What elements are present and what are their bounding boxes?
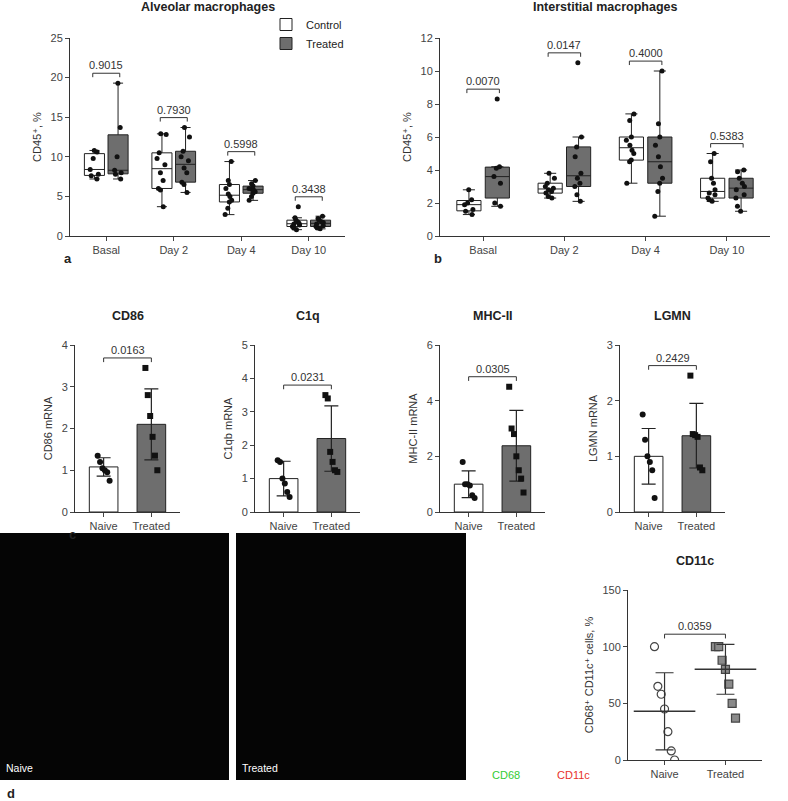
svg-text:3: 3 — [607, 339, 613, 351]
svg-text:a: a — [64, 251, 72, 266]
svg-text:1: 1 — [242, 472, 248, 484]
svg-text:Treated: Treated — [242, 762, 278, 774]
svg-text:Day 4: Day 4 — [631, 244, 660, 256]
svg-text:50: 50 — [609, 697, 621, 709]
svg-text:0: 0 — [427, 506, 433, 518]
svg-text:CD45⁺, %: CD45⁺, % — [401, 112, 413, 162]
svg-text:Naive: Naive — [6, 762, 33, 774]
svg-text:LGMN mRNA: LGMN mRNA — [587, 394, 599, 462]
svg-text:15: 15 — [51, 111, 63, 123]
svg-text:CD11c: CD11c — [557, 769, 590, 781]
svg-text:20: 20 — [51, 71, 63, 83]
svg-text:2: 2 — [427, 197, 433, 209]
svg-text:2: 2 — [427, 450, 433, 462]
svg-text:MHC-II: MHC-II — [473, 309, 513, 323]
svg-text:0.0359: 0.0359 — [678, 620, 712, 632]
svg-text:Basal: Basal — [92, 244, 120, 256]
svg-text:Day 10: Day 10 — [291, 244, 326, 256]
svg-text:Naive: Naive — [90, 520, 118, 532]
svg-text:b: b — [434, 251, 442, 266]
svg-text:0.0305: 0.0305 — [476, 363, 510, 375]
svg-text:Interstitial macrophages: Interstitial macrophages — [533, 0, 678, 14]
svg-text:150: 150 — [602, 584, 620, 596]
svg-text:Day 4: Day 4 — [227, 244, 256, 256]
svg-text:CD11c: CD11c — [676, 554, 714, 568]
svg-text:0.3438: 0.3438 — [292, 183, 326, 195]
svg-text:0: 0 — [607, 506, 613, 518]
svg-text:0: 0 — [427, 230, 433, 242]
svg-text:4: 4 — [427, 164, 433, 176]
svg-text:Day 10: Day 10 — [709, 244, 744, 256]
svg-text:C1qb mRNA: C1qb mRNA — [222, 397, 234, 459]
svg-text:Naive: Naive — [635, 520, 663, 532]
svg-text:0: 0 — [57, 230, 63, 242]
svg-text:10: 10 — [51, 151, 63, 163]
svg-text:5: 5 — [242, 339, 248, 351]
svg-text:8: 8 — [427, 98, 433, 110]
svg-text:0.0070: 0.0070 — [466, 75, 500, 87]
svg-text:Treated: Treated — [313, 520, 351, 532]
svg-text:LGMN: LGMN — [654, 309, 691, 323]
svg-text:1: 1 — [607, 450, 613, 462]
svg-text:Control: Control — [306, 19, 341, 31]
svg-text:1: 1 — [62, 464, 68, 476]
svg-text:c: c — [69, 527, 76, 542]
svg-text:Naive: Naive — [455, 520, 483, 532]
svg-text:0.2429: 0.2429 — [656, 352, 690, 364]
svg-text:Day 2: Day 2 — [159, 244, 188, 256]
svg-text:10: 10 — [421, 65, 433, 77]
svg-text:Naive: Naive — [650, 768, 678, 780]
svg-text:Basal: Basal — [469, 244, 497, 256]
svg-text:0.0163: 0.0163 — [111, 344, 145, 356]
svg-text:0.7930: 0.7930 — [157, 104, 191, 116]
svg-text:C1q: C1q — [296, 309, 320, 323]
svg-text:0.5998: 0.5998 — [224, 138, 258, 150]
svg-text:CD86 mRNA: CD86 mRNA — [42, 396, 54, 460]
svg-text:CD45⁺, %: CD45⁺, % — [31, 112, 43, 162]
svg-text:2: 2 — [62, 422, 68, 434]
svg-text:25: 25 — [51, 32, 63, 44]
svg-text:0.0147: 0.0147 — [547, 39, 581, 51]
svg-text:4: 4 — [427, 395, 433, 407]
svg-text:0.9015: 0.9015 — [89, 59, 123, 71]
svg-text:4: 4 — [242, 372, 248, 384]
svg-text:2: 2 — [242, 439, 248, 451]
svg-text:0: 0 — [62, 506, 68, 518]
svg-text:Treated: Treated — [498, 520, 536, 532]
svg-text:0.4000: 0.4000 — [629, 47, 663, 59]
svg-text:4: 4 — [62, 339, 68, 351]
svg-text:Alveolar macrophages: Alveolar macrophages — [141, 0, 275, 14]
svg-text:d: d — [7, 786, 15, 801]
svg-text:Treated: Treated — [678, 520, 716, 532]
svg-text:0.5383: 0.5383 — [710, 130, 744, 142]
svg-text:Treated: Treated — [707, 768, 745, 780]
svg-text:Day 2: Day 2 — [550, 244, 579, 256]
svg-text:2: 2 — [607, 395, 613, 407]
svg-text:0.0231: 0.0231 — [291, 371, 325, 383]
svg-text:100: 100 — [602, 641, 620, 653]
svg-text:Treated: Treated — [306, 38, 344, 50]
svg-text:12: 12 — [421, 32, 433, 44]
svg-text:0: 0 — [615, 754, 621, 766]
svg-text:Treated: Treated — [133, 520, 171, 532]
svg-text:5: 5 — [57, 190, 63, 202]
svg-text:6: 6 — [427, 131, 433, 143]
svg-text:CD86: CD86 — [112, 309, 144, 323]
svg-text:3: 3 — [62, 381, 68, 393]
svg-text:MHC-II mRNA: MHC-II mRNA — [407, 393, 419, 464]
svg-text:3: 3 — [242, 406, 248, 418]
svg-text:CD68⁺ CD11c⁺ cells, %: CD68⁺ CD11c⁺ cells, % — [583, 617, 595, 734]
svg-text:CD68: CD68 — [492, 769, 520, 781]
svg-text:6: 6 — [427, 339, 433, 351]
svg-text:0: 0 — [242, 506, 248, 518]
svg-text:Naive: Naive — [270, 520, 298, 532]
